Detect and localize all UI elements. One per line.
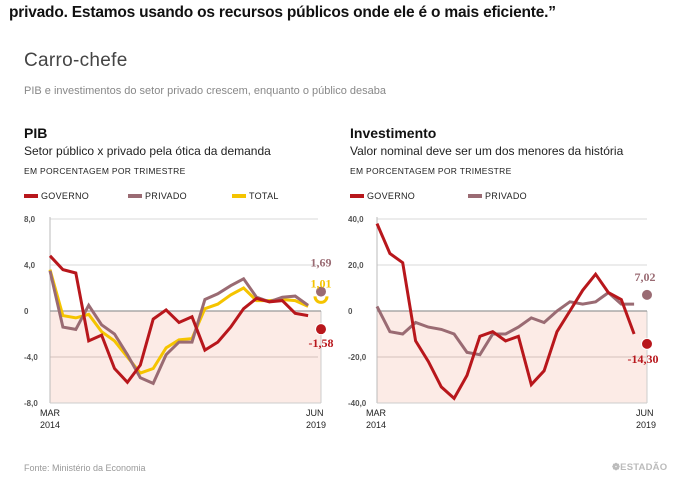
legend-label-governo: GOVERNO xyxy=(41,191,90,201)
pib-end-marker-governo xyxy=(315,323,327,336)
graphic-title: Carro-chefe xyxy=(24,50,128,71)
investimento-x-end-year: 2019 xyxy=(636,420,656,430)
investimento-y-tick-label: -40,0 xyxy=(348,399,367,408)
investimento-end-marker-governo xyxy=(641,337,653,350)
legend-swatch-privado xyxy=(468,194,482,198)
pib-chart-title: PIB xyxy=(24,125,48,141)
pib-end-label-total: 1,01 xyxy=(311,276,332,290)
article-quote: privado. Estamos usando os recursos públ… xyxy=(9,4,556,21)
investimento-y-tick-label: 40,0 xyxy=(348,215,364,224)
investimento-chart-title: Investimento xyxy=(350,125,437,141)
legend-swatch-governo xyxy=(350,194,364,198)
legend-label-governo: GOVERNO xyxy=(367,191,416,201)
pib-x-end-month: JUN xyxy=(306,408,324,418)
investimento-legend: GOVERNO PRIVADO xyxy=(350,191,527,201)
investimento-x-start-year: 2014 xyxy=(366,420,386,430)
investimento-end-marker-privado xyxy=(641,288,653,301)
legend-swatch-governo xyxy=(24,194,38,198)
pib-y-tick-label: 0 xyxy=(24,307,29,316)
pib-y-tick-label: 4,0 xyxy=(24,261,36,270)
graphic-subtitle: PIB e investimentos do setor privado cre… xyxy=(24,85,386,97)
pib-end-label-privado: 1,69 xyxy=(311,256,332,270)
legend-item-governo: GOVERNO xyxy=(24,191,128,201)
pib-y-tick-label: 8,0 xyxy=(24,215,36,224)
source-note: Fonte: Ministério da Economia xyxy=(24,463,146,473)
legend-item-privado: PRIVADO xyxy=(468,191,527,201)
pib-x-start-year: 2014 xyxy=(40,420,60,430)
pib-y-tick-label: -4,0 xyxy=(24,353,38,362)
investimento-chart-unit: EM PORCENTAGEM POR TRIMESTRE xyxy=(350,166,512,176)
legend-item-total: TOTAL xyxy=(232,191,279,201)
legend-swatch-privado xyxy=(128,194,142,198)
pib-chart-subtitle: Setor público x privado pela ótica da de… xyxy=(24,144,271,158)
pib-y-tick-label: -8,0 xyxy=(24,399,38,408)
pib-end-marker-privado xyxy=(315,285,327,298)
legend-item-privado: PRIVADO xyxy=(128,191,232,201)
investimento-end-label-privado: 7,02 xyxy=(635,270,656,284)
pib-x-end-year: 2019 xyxy=(306,420,326,430)
pib-end-label-governo: -1,58 xyxy=(309,336,334,350)
investimento-chart-subtitle: Valor nominal deve ser um dos menores da… xyxy=(350,144,624,158)
pib-x-start-month: MAR xyxy=(40,408,61,418)
legend-label-total: TOTAL xyxy=(249,191,279,201)
investimento-y-tick-label: 0 xyxy=(348,307,353,316)
investimento-end-label-governo: -14,30 xyxy=(628,352,659,366)
legend-label-privado: PRIVADO xyxy=(145,191,187,201)
investimento-x-start-month: MAR xyxy=(366,408,387,418)
legend-swatch-total xyxy=(232,194,246,198)
legend-label-privado: PRIVADO xyxy=(485,191,527,201)
investimento-y-tick-label: -20,0 xyxy=(348,353,367,362)
pib-line-governo xyxy=(48,254,309,385)
brand-logo: ❁ESTADÃO xyxy=(612,462,668,473)
pib-end-marker-total xyxy=(313,296,329,304)
legend-item-governo: GOVERNO xyxy=(350,191,468,201)
investimento-line-governo xyxy=(375,223,636,401)
pib-chart-unit: EM PORCENTAGEM POR TRIMESTRE xyxy=(24,166,186,176)
investimento-x-end-month: JUN xyxy=(636,408,654,418)
investimento-line-privado xyxy=(375,290,635,357)
investimento-y-tick-label: 20,0 xyxy=(348,261,364,270)
pib-legend: GOVERNO PRIVADO TOTAL xyxy=(24,191,279,201)
